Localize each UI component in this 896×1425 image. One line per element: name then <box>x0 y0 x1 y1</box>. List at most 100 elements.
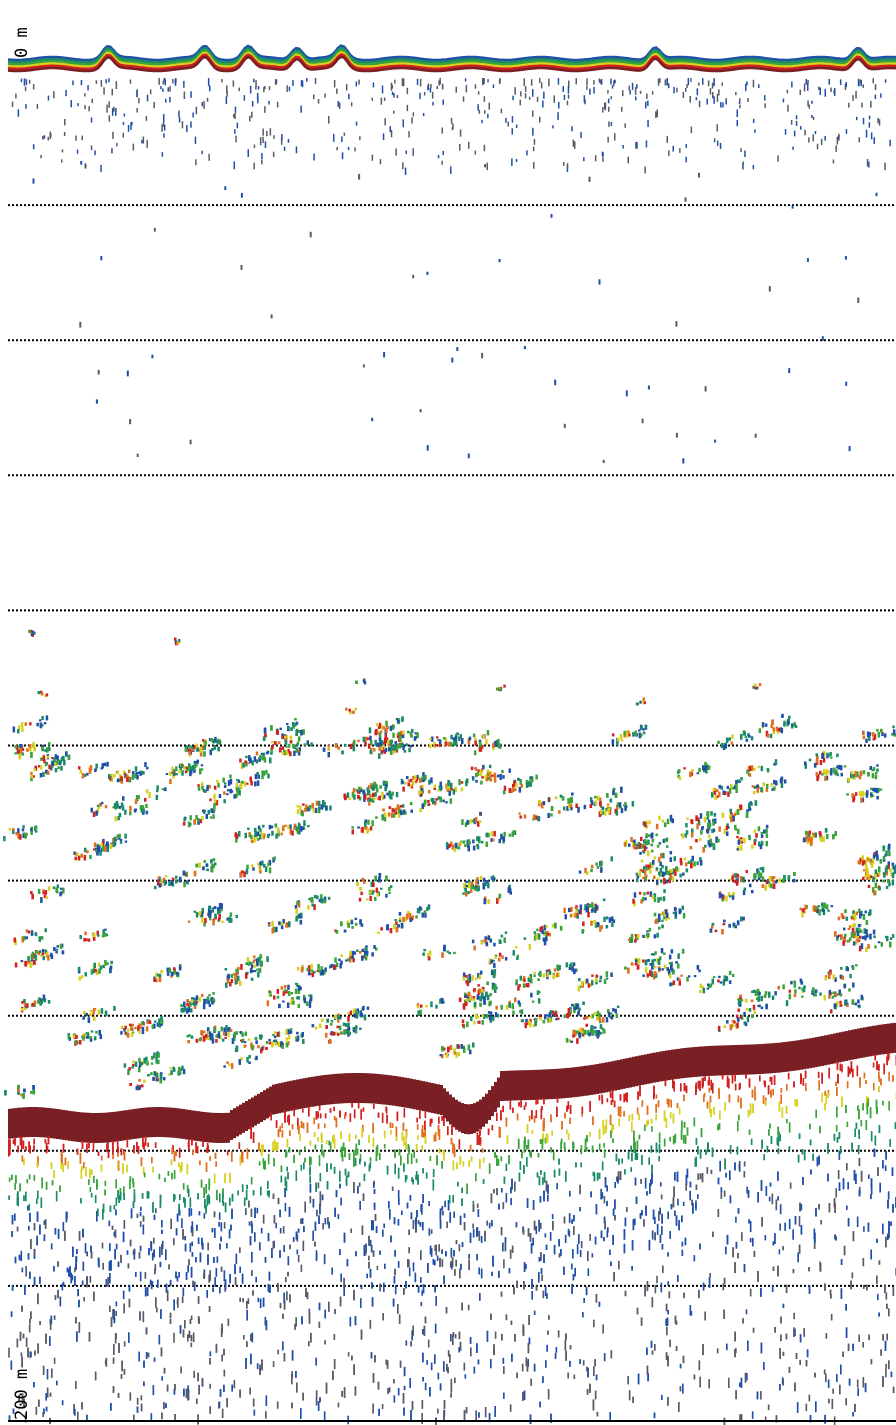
fish-echo <box>481 1014 484 1018</box>
plankton-speck <box>163 124 166 131</box>
fish-echo <box>238 1059 241 1065</box>
fish-echo <box>443 737 446 740</box>
fish-echo <box>442 1000 445 1004</box>
fish-echo <box>250 1042 253 1047</box>
fish-echo <box>642 866 646 871</box>
plankton-speck <box>113 106 115 112</box>
fish-echo <box>849 973 852 979</box>
fish-echo <box>419 789 423 795</box>
fish-echo <box>615 1013 619 1019</box>
fish-echo <box>860 797 863 803</box>
fish-echo <box>735 784 738 788</box>
fish-echo <box>318 806 321 810</box>
fish-echo <box>244 760 247 764</box>
fish-echo <box>570 796 573 803</box>
fish-echo <box>373 781 376 788</box>
fish-echo <box>116 778 120 783</box>
fish-echo <box>266 750 270 754</box>
fish-echo <box>709 983 713 988</box>
fish-echo <box>196 747 199 752</box>
fish-echo <box>450 782 453 789</box>
plankton-speck <box>225 96 228 105</box>
fish-echo <box>794 989 797 994</box>
fish-echo <box>846 1003 849 1006</box>
fish-echo <box>163 1077 166 1081</box>
plankton-speck <box>533 138 536 145</box>
fish-echo <box>732 891 735 896</box>
plankton-speck <box>255 86 257 90</box>
fish-echo <box>45 715 49 721</box>
fish-echo <box>548 1017 552 1023</box>
fish-echo <box>858 945 862 952</box>
plankton-speck <box>190 121 192 128</box>
fish-echo <box>119 841 123 844</box>
fish-echo <box>395 921 398 926</box>
fish-echo <box>247 960 251 966</box>
fish-echo <box>619 734 623 740</box>
fish-echo <box>642 959 645 963</box>
fish-echo <box>29 962 32 969</box>
plankton-speck <box>162 121 165 127</box>
fish-echo <box>732 873 735 877</box>
fish-echo <box>860 994 864 1000</box>
plankton-speck <box>553 95 555 103</box>
fish-echo <box>308 1002 312 1008</box>
fish-echo <box>599 979 602 983</box>
fish-echo <box>193 1002 196 1006</box>
fish-echo <box>369 798 372 802</box>
fish-echo <box>145 789 149 794</box>
fish-echo <box>211 863 214 866</box>
fish-echo <box>417 1010 421 1015</box>
fish-echo <box>83 938 86 942</box>
single-target <box>97 369 100 375</box>
fish-echo <box>40 954 43 958</box>
fish-echo <box>266 1000 270 1007</box>
plankton-speck <box>324 93 326 98</box>
plankton-speck <box>500 108 503 114</box>
fish-echo <box>478 974 482 980</box>
plankton-speck <box>257 86 260 90</box>
fish-echo <box>154 1020 157 1023</box>
fish-echo <box>98 968 101 974</box>
plankton-speck <box>441 83 444 89</box>
fish-echo <box>870 862 874 868</box>
fish-echo <box>644 897 647 901</box>
fish-echo <box>827 909 830 912</box>
fish-echo <box>775 780 778 786</box>
fish-echo <box>183 881 186 888</box>
single-target <box>754 433 757 438</box>
fish-echo <box>590 864 594 869</box>
fish-echo <box>389 740 393 746</box>
fish-echo <box>112 806 115 809</box>
plankton-speck <box>130 122 132 130</box>
fish-echo <box>725 737 729 744</box>
fish-echo <box>712 821 715 826</box>
fish-echo <box>282 1000 285 1003</box>
fish-echo <box>805 830 808 836</box>
fish-echo <box>276 1032 279 1037</box>
fish-echo <box>197 786 201 791</box>
fish-echo <box>397 809 401 814</box>
fish-echo <box>280 921 284 926</box>
fish-echo <box>34 825 38 830</box>
fish-echo <box>327 752 330 758</box>
fish-echo <box>543 939 547 946</box>
fish-echo <box>95 1030 98 1034</box>
fish-echo <box>612 1008 615 1012</box>
fish-echo <box>201 785 204 790</box>
fish-echo <box>727 892 731 897</box>
fish-echo <box>866 874 869 880</box>
fish-echo <box>451 844 455 850</box>
fish-echo <box>375 887 379 893</box>
fish-echo <box>822 909 826 916</box>
fish-echo <box>876 764 879 767</box>
fish-echo <box>890 872 893 877</box>
fish-echo <box>397 731 401 736</box>
fish-echo <box>493 772 497 779</box>
fish-echo <box>493 831 496 837</box>
fish-echo <box>793 980 796 984</box>
fish-echo <box>236 778 239 782</box>
plankton-speck <box>567 86 570 94</box>
fish-echo <box>869 909 872 916</box>
fish-echo <box>297 901 301 908</box>
